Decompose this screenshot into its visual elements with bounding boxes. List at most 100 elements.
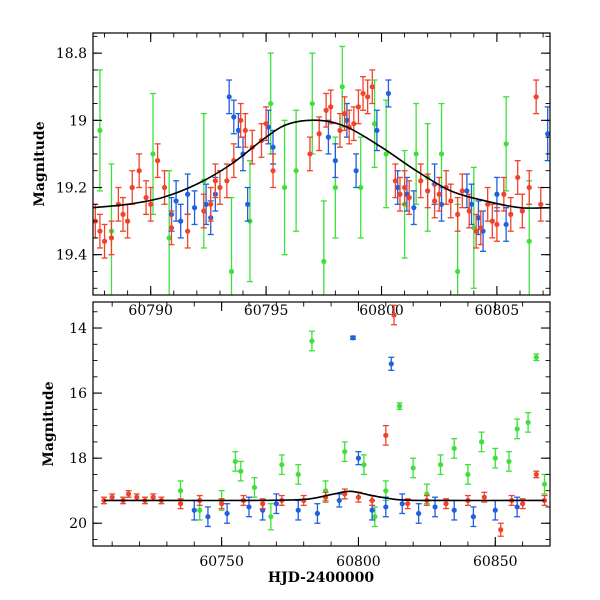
data-point <box>385 90 392 97</box>
top-green-point-18 <box>413 102 420 205</box>
bottom-green-point-15 <box>396 402 403 411</box>
bottom-red-point-18 <box>369 494 376 506</box>
top-panel-frame <box>92 32 551 296</box>
data-point <box>401 184 408 191</box>
data-point <box>383 432 389 438</box>
top-green-point-11 <box>320 200 327 295</box>
top-panel-ylabel: Magnitude <box>32 121 48 206</box>
top-green-point-3 <box>166 170 173 295</box>
top-red-point-49 <box>454 196 461 232</box>
bottom-green-point-7 <box>278 454 285 476</box>
bottom-blue-point-14 <box>399 493 406 515</box>
data-point <box>489 218 495 224</box>
data-point <box>425 188 431 194</box>
data-point <box>503 221 509 228</box>
top-blue-point-20 <box>385 79 392 108</box>
top-red-point-31 <box>336 112 343 148</box>
data-point <box>341 111 348 117</box>
top-red-point-46 <box>436 176 443 212</box>
data-point <box>279 462 285 468</box>
top-blue-point-18 <box>353 153 360 189</box>
top-green-point-5 <box>228 196 235 295</box>
data-point <box>485 201 491 207</box>
data-point <box>177 501 184 507</box>
data-point <box>191 507 197 513</box>
top-red-point-36 <box>360 76 367 111</box>
bottom-blue-point-6 <box>295 499 302 521</box>
data-point <box>155 158 161 164</box>
top-red-point-2 <box>101 223 108 259</box>
data-point <box>242 127 248 134</box>
data-point <box>533 354 539 360</box>
data-point <box>325 134 332 140</box>
data-point <box>263 121 269 127</box>
bottom-green-point-9 <box>308 330 315 352</box>
data-point <box>383 151 389 157</box>
top-green-point-16 <box>383 99 390 209</box>
data-point <box>273 501 279 507</box>
bottom-green-point-25 <box>525 411 532 433</box>
bottom-red-point-4 <box>133 493 140 502</box>
data-point <box>448 198 454 204</box>
data-point <box>437 462 444 468</box>
top-red-point-21 <box>237 102 244 138</box>
bottom-red-point-3 <box>125 490 132 498</box>
data-point <box>465 471 471 478</box>
top-blue-point-1 <box>173 180 180 222</box>
data-point <box>481 494 487 500</box>
bottom-panel-data <box>100 304 548 537</box>
data-point <box>369 507 375 513</box>
data-point <box>125 491 132 497</box>
data-point <box>224 510 230 517</box>
data-point <box>150 151 156 157</box>
data-point <box>268 514 274 520</box>
bottom-ytick-label-0: 14 <box>69 321 87 337</box>
top-green-point-14 <box>357 136 364 239</box>
top-red-point-5 <box>120 196 127 232</box>
bottom-red-point-29 <box>533 470 540 479</box>
top-red-point-58 <box>507 196 514 232</box>
data-point <box>245 201 251 207</box>
top-green-point-8 <box>281 119 288 256</box>
data-point <box>361 462 367 468</box>
top-ytick-label-0: 18.8 <box>56 46 87 62</box>
bottom-green-point-4 <box>237 460 244 482</box>
data-point <box>498 527 504 533</box>
bottom-blue-point-13 <box>388 356 395 371</box>
top-blue-point-2 <box>177 203 184 239</box>
data-point <box>533 94 539 100</box>
data-point <box>178 218 184 224</box>
bottom-green-point-21 <box>478 431 485 453</box>
top-red-point-37 <box>364 79 371 115</box>
data-point <box>431 198 438 204</box>
data-point <box>438 151 445 157</box>
data-point <box>344 117 350 123</box>
top-ytick-label-1: 19 <box>69 113 87 129</box>
bottom-red-point-1 <box>109 493 116 502</box>
bottom-green-point-19 <box>451 437 458 459</box>
data-point <box>464 188 470 194</box>
bottom-blue-point-9 <box>349 335 356 341</box>
data-point <box>514 504 520 510</box>
top-panel-data <box>93 45 550 295</box>
top-blue-point-30 <box>493 176 500 212</box>
top-xtick-label-3: 60805 <box>475 303 520 319</box>
data-point <box>353 168 359 174</box>
top-red-point-43 <box>417 163 424 199</box>
top-red-point-14 <box>184 213 191 249</box>
top-red-point-28 <box>316 116 323 152</box>
data-point <box>191 205 198 211</box>
top-red-point-51 <box>466 193 473 229</box>
top-red-point-1 <box>96 213 103 249</box>
bottom-green-point-3 <box>232 451 239 472</box>
top-red-point-3 <box>108 220 115 256</box>
data-point <box>166 235 172 241</box>
data-point <box>316 131 322 137</box>
data-point <box>416 510 422 517</box>
data-point <box>228 268 235 275</box>
data-point <box>208 201 214 207</box>
bottom-blue-point-8 <box>336 493 343 508</box>
bottom-red-point-14 <box>300 494 307 506</box>
bottom-blue-point-19 <box>492 499 499 521</box>
